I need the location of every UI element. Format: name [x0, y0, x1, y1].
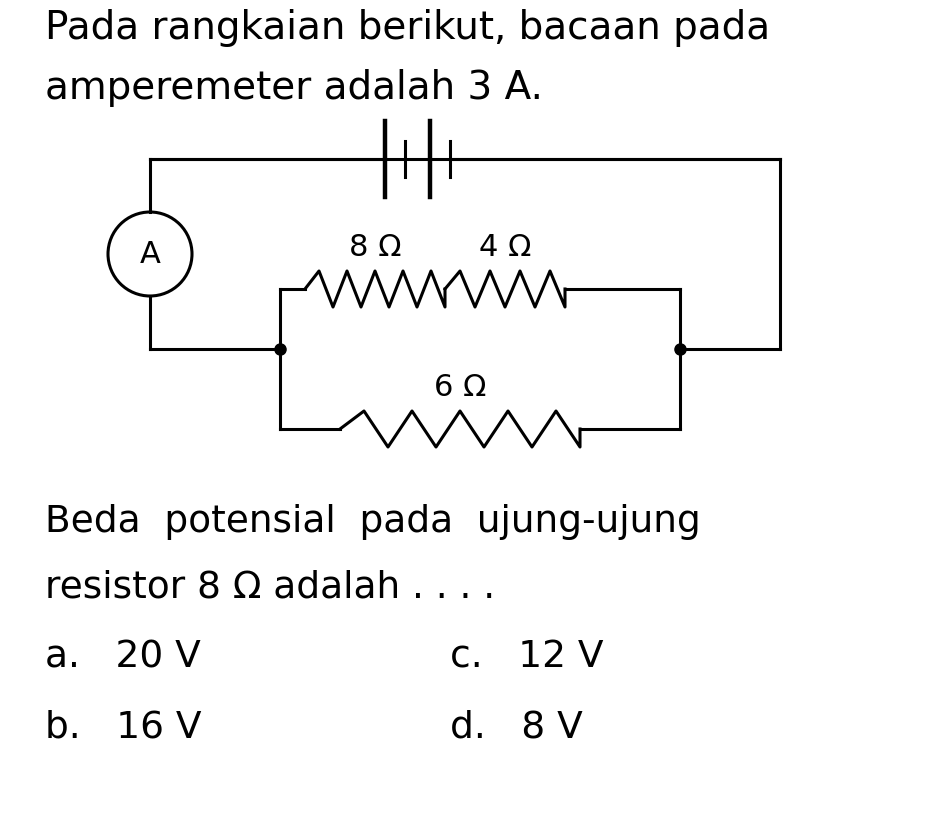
Text: Beda  potensial  pada  ujung-ujung: Beda potensial pada ujung-ujung: [45, 504, 700, 540]
Text: 8 Ω: 8 Ω: [348, 233, 401, 262]
Text: a.   20 V: a. 20 V: [45, 639, 201, 675]
Text: amperemeter adalah 3 A.: amperemeter adalah 3 A.: [45, 69, 543, 107]
Text: 4 Ω: 4 Ω: [478, 233, 530, 262]
Text: c.   12 V: c. 12 V: [449, 639, 603, 675]
Text: Pada rangkaian berikut, bacaan pada: Pada rangkaian berikut, bacaan pada: [45, 9, 769, 47]
Text: d.   8 V: d. 8 V: [449, 709, 582, 745]
Text: b.   16 V: b. 16 V: [45, 709, 201, 745]
Text: resistor 8 Ω adalah . . . .: resistor 8 Ω adalah . . . .: [45, 569, 495, 605]
Text: A: A: [139, 239, 160, 269]
Text: 6 Ω: 6 Ω: [433, 373, 486, 402]
